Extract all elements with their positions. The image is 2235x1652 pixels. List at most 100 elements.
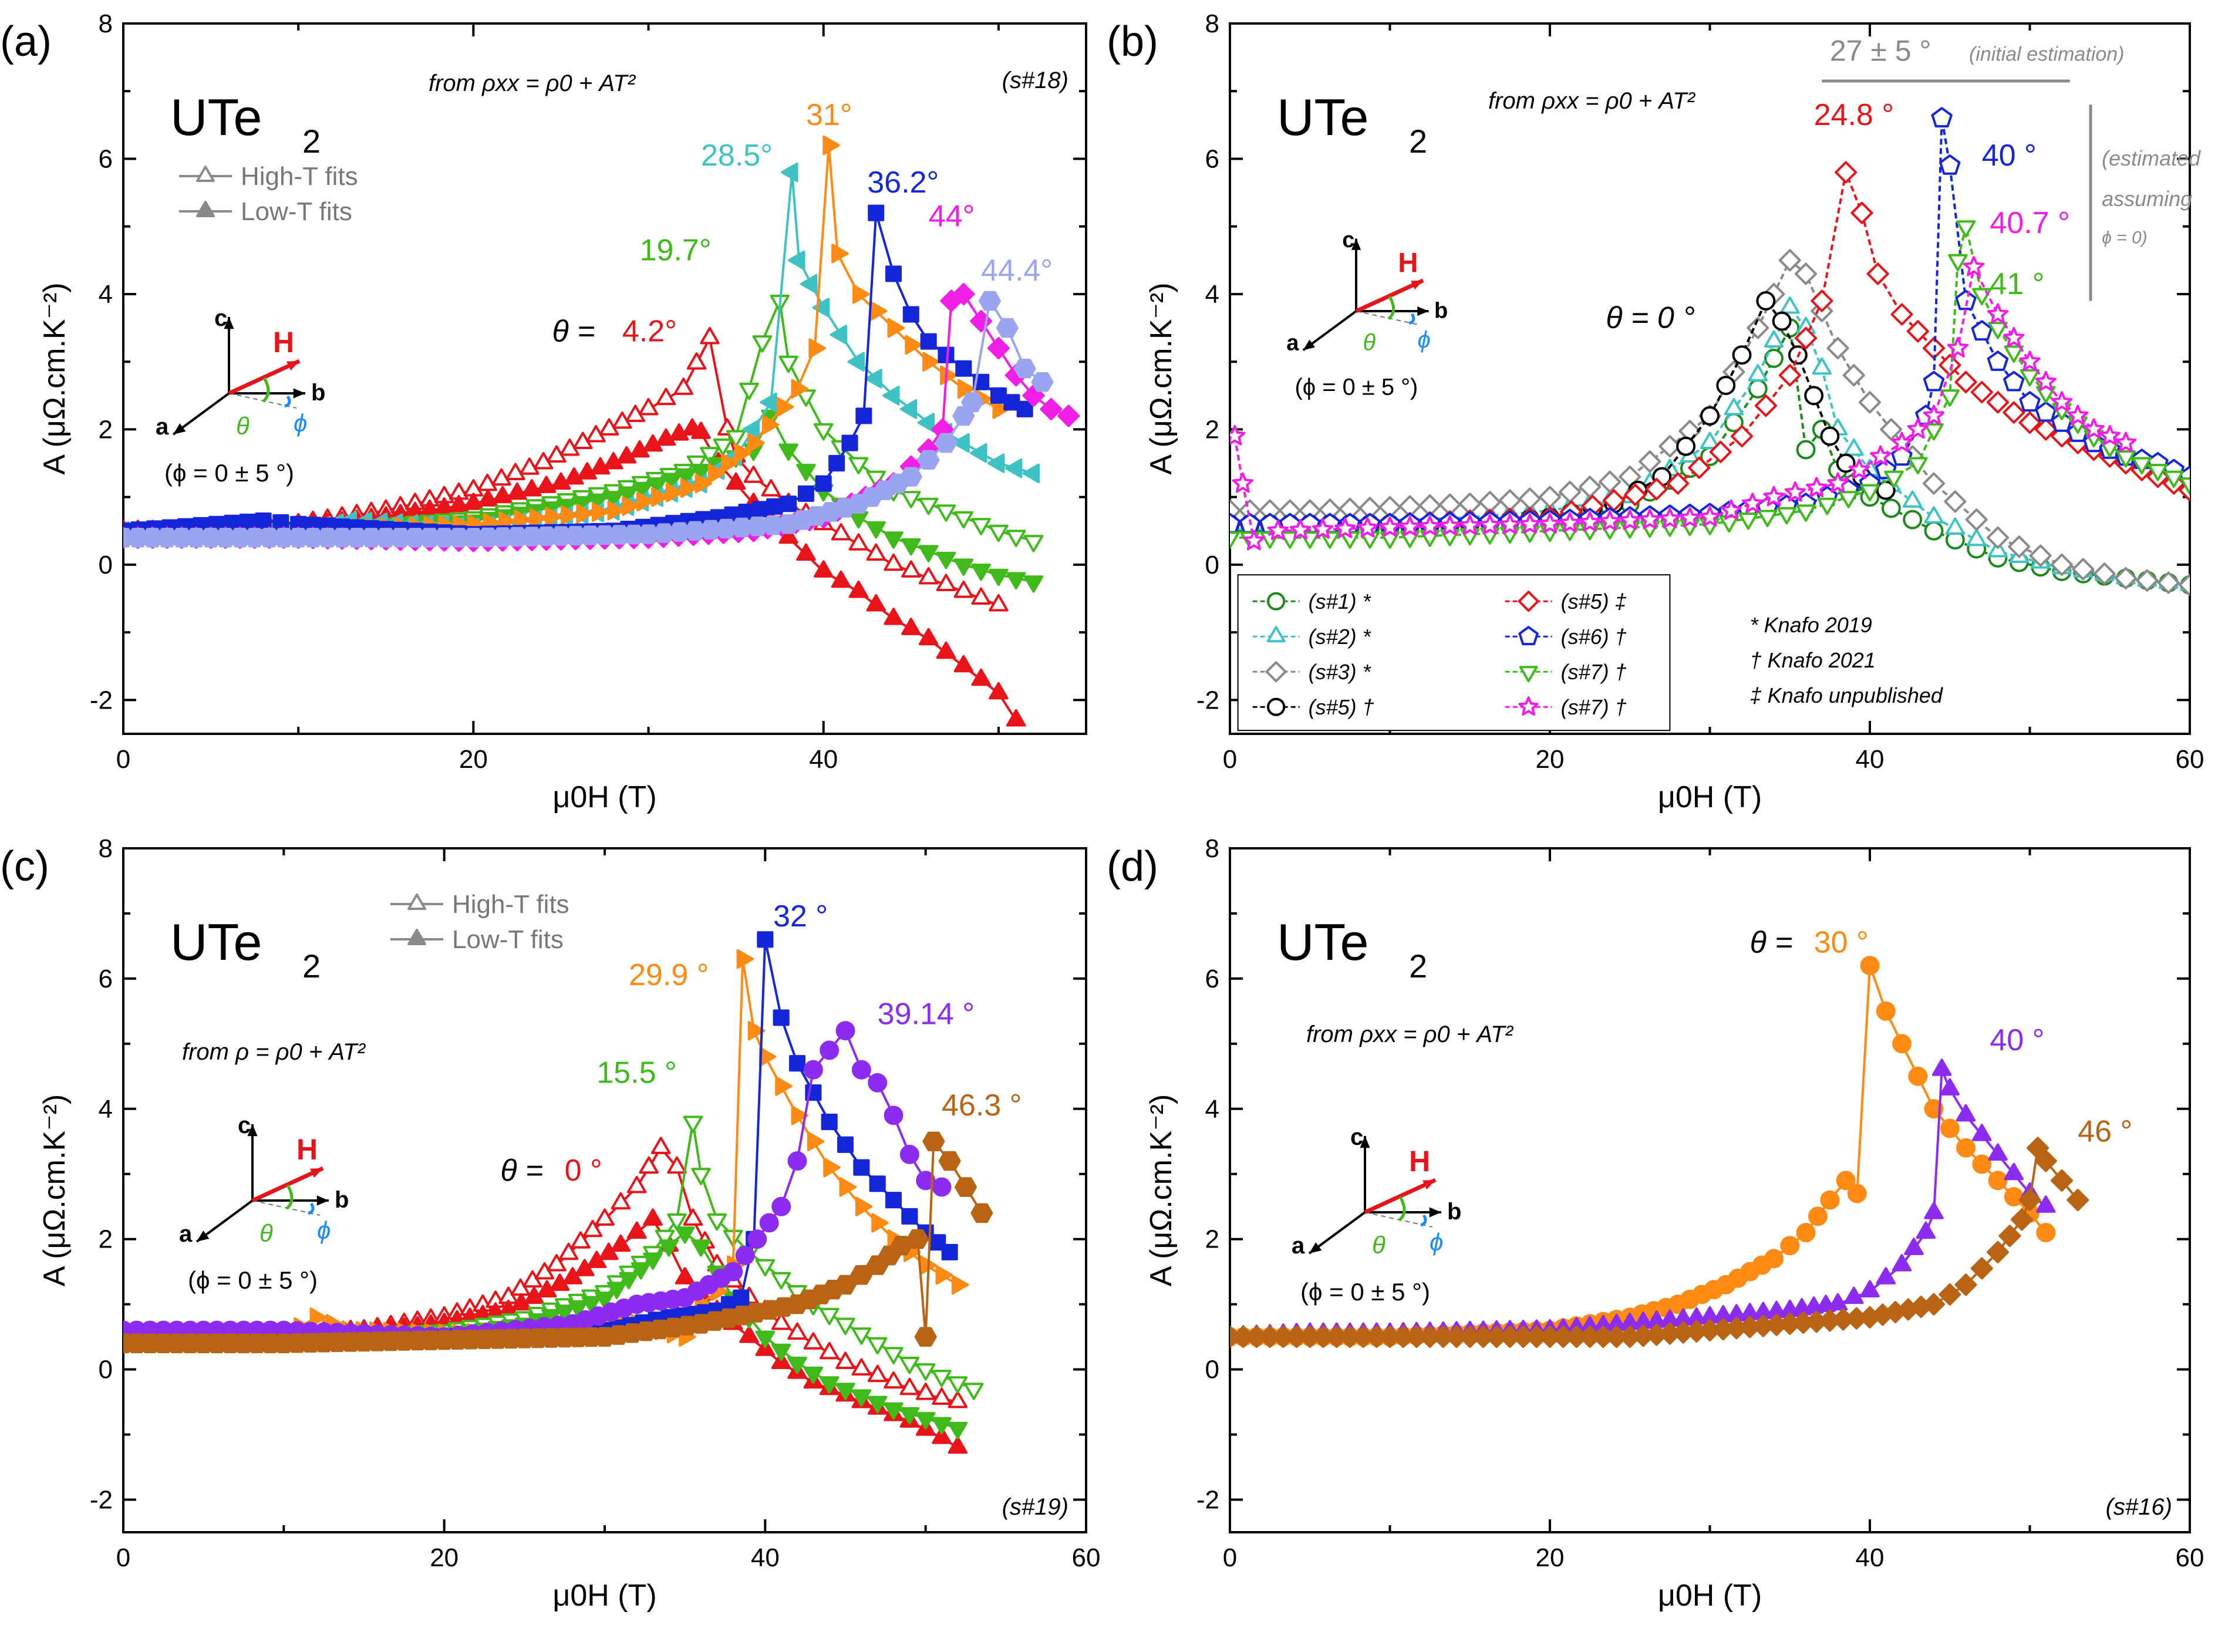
data-point bbox=[935, 1265, 953, 1285]
legend-marker bbox=[1267, 592, 1286, 611]
data-point bbox=[938, 346, 955, 363]
y-tick-label: 4 bbox=[1205, 1095, 1219, 1124]
data-point bbox=[866, 470, 886, 488]
angle-label: 39.14 ° bbox=[878, 997, 975, 1031]
data-point bbox=[1334, 517, 1356, 538]
axis-phi-label: ϕ bbox=[294, 409, 307, 437]
formula-label: from ρ = ρ0 + AT² bbox=[182, 1039, 366, 1065]
data-point bbox=[1860, 1280, 1880, 1297]
data-point bbox=[1432, 1326, 1455, 1348]
data-point bbox=[776, 397, 794, 417]
y-tick-label: 4 bbox=[99, 280, 113, 309]
x-tick-label: 0 bbox=[1223, 1543, 1237, 1572]
data-point bbox=[899, 1377, 920, 1395]
data-point bbox=[1780, 1236, 1800, 1256]
data-point bbox=[820, 1040, 840, 1060]
data-point bbox=[1418, 494, 1441, 517]
data-point bbox=[699, 520, 722, 540]
data-point bbox=[1485, 1326, 1508, 1348]
data-point bbox=[1023, 575, 1044, 593]
data-point bbox=[2004, 1187, 2024, 1207]
legend-marker bbox=[407, 929, 426, 945]
data-point bbox=[1312, 518, 1334, 539]
data-point bbox=[2115, 431, 2137, 453]
data-point bbox=[971, 587, 991, 605]
data-point bbox=[1764, 348, 1784, 368]
angle-label: 19.7° bbox=[640, 233, 712, 267]
data-point bbox=[1844, 1286, 1864, 1304]
data-point bbox=[1820, 1190, 1840, 1210]
data-point bbox=[631, 1262, 651, 1280]
data-point bbox=[1603, 489, 1625, 512]
data-point bbox=[493, 486, 513, 504]
data-point bbox=[1988, 1143, 2008, 1161]
data-point bbox=[591, 502, 609, 522]
data-point bbox=[1732, 345, 1752, 365]
data-point bbox=[807, 1131, 825, 1151]
axis-c-arrow-head bbox=[247, 1124, 258, 1137]
data-point bbox=[713, 438, 733, 456]
data-point bbox=[611, 1192, 631, 1210]
data-point bbox=[791, 379, 808, 399]
data-point bbox=[604, 491, 623, 508]
data-point bbox=[1998, 1225, 2021, 1248]
data-point bbox=[803, 1366, 824, 1384]
data-point bbox=[819, 1307, 840, 1326]
data-point bbox=[2020, 369, 2040, 387]
data-point bbox=[1844, 439, 1864, 456]
data-point bbox=[141, 528, 164, 548]
data-point bbox=[1378, 1326, 1401, 1348]
y-tick-label: 6 bbox=[1205, 965, 1219, 993]
data-point bbox=[478, 489, 498, 507]
data-point bbox=[1859, 391, 1881, 414]
data-point bbox=[1679, 507, 1701, 528]
data-point bbox=[626, 1221, 647, 1239]
data-point bbox=[948, 1422, 968, 1439]
data-point bbox=[1970, 381, 1993, 403]
data-point bbox=[2036, 1195, 2056, 1213]
data-point bbox=[1031, 372, 1054, 392]
data-point bbox=[1438, 493, 1461, 516]
data-point bbox=[759, 1213, 779, 1233]
data-point bbox=[935, 433, 958, 453]
data-point bbox=[761, 515, 784, 535]
data-point bbox=[2083, 418, 2105, 439]
data-point bbox=[1923, 472, 1945, 495]
angle-label: 24.8 ° bbox=[1814, 98, 1894, 132]
data-point bbox=[1940, 1078, 1960, 1095]
x-tick-label: 20 bbox=[1536, 745, 1565, 774]
x-axis-label: μ0H (T) bbox=[1658, 780, 1762, 814]
data-point bbox=[700, 447, 720, 464]
data-point bbox=[787, 1151, 807, 1171]
data-point bbox=[675, 1267, 695, 1284]
y-tick-label: -2 bbox=[1196, 686, 1219, 714]
axis-a-arrow-head bbox=[1309, 1242, 1322, 1253]
data-point bbox=[901, 618, 921, 635]
data-point bbox=[865, 369, 882, 389]
data-point bbox=[1908, 457, 1928, 474]
legend-entry: High-T fits bbox=[241, 162, 358, 191]
angle-label: θ = bbox=[1750, 926, 1793, 960]
data-point bbox=[1022, 463, 1040, 484]
x-tick-label: 0 bbox=[116, 1543, 130, 1572]
data-point bbox=[331, 528, 353, 548]
reference-note: † Knafo 2021 bbox=[1750, 648, 1876, 672]
compound-subscript: 2 bbox=[302, 948, 321, 985]
data-point bbox=[551, 472, 571, 490]
data-point bbox=[884, 1347, 904, 1364]
data-point bbox=[814, 423, 834, 441]
data-point bbox=[1924, 506, 1944, 524]
data-point bbox=[775, 1076, 793, 1096]
data-point bbox=[1399, 515, 1421, 537]
data-point bbox=[747, 1229, 767, 1249]
data-point bbox=[1778, 1313, 1801, 1335]
data-point bbox=[853, 1159, 870, 1176]
field-h-arrow-head bbox=[286, 361, 299, 371]
data-point bbox=[2018, 1189, 2041, 1212]
data-point bbox=[835, 1383, 855, 1400]
field-h-arrow bbox=[251, 1166, 324, 1203]
data-point bbox=[1860, 484, 1880, 502]
formula-label: from ρxx = ρ0 + AT² bbox=[1306, 1021, 1513, 1047]
x-tick-label: 60 bbox=[2176, 745, 2204, 774]
legend-entry: (s#3) * bbox=[1309, 660, 1371, 684]
